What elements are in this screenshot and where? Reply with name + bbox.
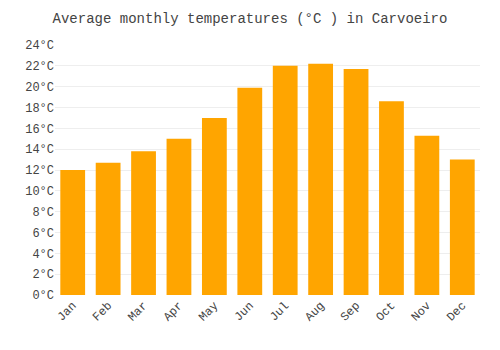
svg-text:Dec: Dec [444, 299, 469, 324]
svg-text:Mar: Mar [125, 299, 150, 324]
svg-text:16°C: 16°C [25, 123, 54, 137]
svg-text:Apr: Apr [161, 299, 186, 324]
svg-text:Oct: Oct [373, 299, 398, 324]
svg-text:14°C: 14°C [25, 143, 54, 157]
svg-text:Average monthly temperatures (: Average monthly temperatures (°C ) in Ca… [53, 11, 448, 27]
svg-text:Feb: Feb [90, 299, 115, 324]
svg-text:Sep: Sep [338, 299, 363, 324]
svg-text:0°C: 0°C [32, 289, 54, 303]
svg-text:20°C: 20°C [25, 81, 54, 95]
svg-text:18°C: 18°C [25, 102, 54, 116]
svg-text:Jan: Jan [55, 299, 80, 324]
svg-text:6°C: 6°C [32, 227, 54, 241]
svg-text:Jun: Jun [232, 299, 257, 324]
svg-text:Aug: Aug [303, 299, 328, 324]
svg-text:Nov: Nov [409, 299, 434, 324]
svg-text:12°C: 12°C [25, 164, 54, 178]
svg-text:10°C: 10°C [25, 185, 54, 199]
svg-text:24°C: 24°C [25, 39, 54, 53]
svg-text:8°C: 8°C [32, 206, 54, 220]
svg-text:Jul: Jul [267, 299, 292, 324]
svg-text:4°C: 4°C [32, 248, 54, 262]
svg-text:2°C: 2°C [32, 268, 54, 282]
svg-text:May: May [196, 299, 221, 324]
svg-text:22°C: 22°C [25, 60, 54, 74]
